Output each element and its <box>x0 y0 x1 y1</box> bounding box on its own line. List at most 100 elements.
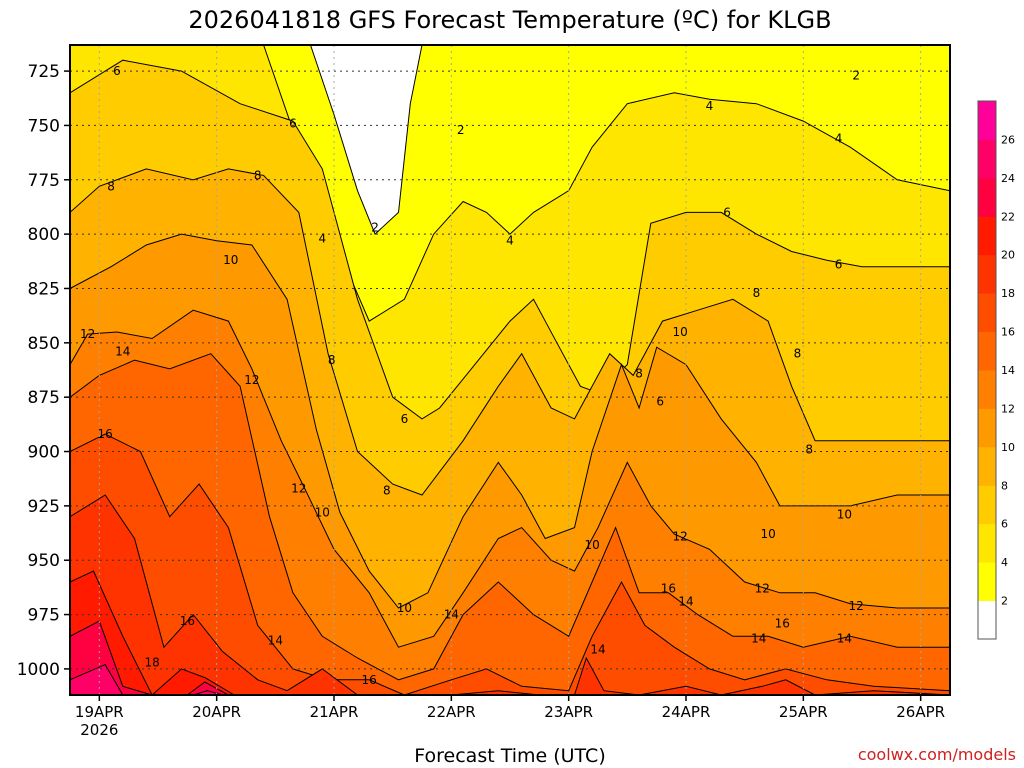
contour-label: 2 <box>371 221 379 235</box>
contour-label: 10 <box>315 505 330 519</box>
colorbar-swatch <box>978 562 996 601</box>
colorbar-label: 22 <box>1001 210 1015 223</box>
x-tick-label: 22APR <box>427 703 476 721</box>
contour-label: 4 <box>506 234 514 248</box>
contour-label: 10 <box>672 325 687 339</box>
y-tick-label: 925 <box>28 497 60 517</box>
colorbar-label: 12 <box>1001 402 1015 415</box>
contour-label: 4 <box>706 99 714 113</box>
colorbar-swatch <box>978 446 996 486</box>
x-tick-year: 2026 <box>80 721 118 739</box>
contour-label: 10 <box>223 253 238 267</box>
contour-label: 12 <box>672 529 687 543</box>
contour-label: 10 <box>397 601 412 615</box>
isotherm-14 <box>70 353 950 681</box>
colorbar-swatch <box>978 216 996 256</box>
contour-label: 2 <box>852 68 860 82</box>
contour-label: 6 <box>656 395 664 409</box>
colorbar-label: 8 <box>1001 479 1008 492</box>
x-tick-label: 21APR <box>310 703 359 721</box>
contour-label: 14 <box>678 595 693 609</box>
contour-label: 8 <box>805 442 813 456</box>
y-tick-label: 800 <box>28 225 60 245</box>
contour-label: 10 <box>837 508 852 522</box>
colorbar-label: 6 <box>1001 518 1008 531</box>
contour-label: 12 <box>80 327 95 341</box>
contour-label: 2 <box>457 123 465 137</box>
credit-link[interactable]: coolwx.com/models <box>858 745 1016 764</box>
colorbar-label: 24 <box>1001 172 1015 185</box>
contour-label: 12 <box>244 373 259 387</box>
colorbar-label: 10 <box>1001 441 1015 454</box>
contour-label: 16 <box>661 581 676 595</box>
contour-label: 6 <box>401 412 409 426</box>
contour-label: 16 <box>775 616 790 630</box>
colorbar-label: 16 <box>1001 326 1015 339</box>
x-axis-label: Forecast Time (UTC) <box>414 745 605 767</box>
plot-frame <box>69 44 951 696</box>
contour-label: 8 <box>383 484 391 498</box>
colorbar-swatch <box>978 331 996 371</box>
chart-title: 2026041818 GFS Forecast Temperature (ºC)… <box>188 6 831 34</box>
contour-label: 14 <box>837 631 852 645</box>
contour-label: 6 <box>289 116 297 130</box>
contour-labels: 2 2 2 4 4 4 4 6 6 6 6 6 6 8 8 8 8 8 8 8 8 10 10 10 10 10 10 10 12 12 1… <box>80 64 864 687</box>
y-tick-label: 825 <box>28 279 60 299</box>
y-tick-label: 950 <box>28 551 60 571</box>
plot-area <box>70 45 950 695</box>
y-tick-label: 850 <box>28 334 60 354</box>
colorbar-label: 26 <box>1001 133 1015 146</box>
contour-label: 8 <box>794 347 802 361</box>
contour-label: 4 <box>835 131 843 145</box>
contour-label: 12 <box>848 599 863 613</box>
contour-label: 6 <box>835 258 843 272</box>
colorbar-label: 2 <box>1001 595 1008 608</box>
colorbar-label: 14 <box>1001 364 1015 377</box>
isotherm-6 <box>70 59 950 420</box>
colorbar-swatch <box>978 370 996 409</box>
colorbar-swatch <box>978 408 996 448</box>
contour-label: 8 <box>635 366 643 380</box>
contour-label: 16 <box>362 673 377 687</box>
y-tick-label: 875 <box>28 388 60 408</box>
contour-label: 10 <box>584 538 599 552</box>
y-axis: 725 750 775 800 825 850 875 900 925 950 975 1000 <box>17 62 70 680</box>
isotherm-10 <box>70 233 950 609</box>
isotherm-12 <box>70 309 950 648</box>
colorbar-swatch <box>978 139 996 179</box>
y-tick-label: 900 <box>28 443 60 463</box>
contour-label: 4 <box>318 231 326 245</box>
contour-label: 14 <box>444 608 459 622</box>
contour-label: 8 <box>107 179 115 193</box>
isotherm-22 <box>70 620 950 695</box>
contour-label: 12 <box>755 581 770 595</box>
x-tick-label: 26APR <box>896 703 945 721</box>
x-tick-label: 24APR <box>662 703 711 721</box>
y-tick-label: 775 <box>28 171 60 191</box>
colorbar-label: 4 <box>1001 556 1008 569</box>
contour-label: 16 <box>98 427 113 441</box>
contour-label: 16 <box>180 614 195 628</box>
contour-label: 14 <box>751 631 766 645</box>
isotherm-18 <box>70 494 950 695</box>
contour-label: 10 <box>760 527 775 541</box>
temp-band-14 <box>70 353 950 695</box>
colorbar-swatch <box>978 101 996 140</box>
colorbar-label: 18 <box>1001 287 1015 300</box>
contour-label: 8 <box>753 286 761 300</box>
x-tick-label: 20APR <box>192 703 241 721</box>
contour-label: 14 <box>115 345 130 359</box>
colorbar-swatch <box>978 293 996 332</box>
y-tick-label: 725 <box>28 62 60 82</box>
contour-label: 6 <box>113 64 121 78</box>
y-tick-label: 975 <box>28 606 60 626</box>
colorbar-swatch <box>978 600 996 640</box>
contour-label: 12 <box>291 481 306 495</box>
colorbar-frame <box>977 100 997 640</box>
y-tick-label: 750 <box>28 116 60 136</box>
isotherm-16 <box>70 433 950 695</box>
colorbar-swatch <box>978 177 996 217</box>
